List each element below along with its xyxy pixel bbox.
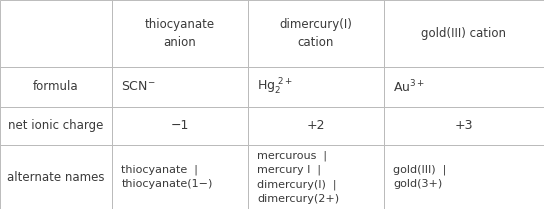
Bar <box>0 0 112 67</box>
Text: thiocyanate
anion: thiocyanate anion <box>145 18 214 49</box>
Bar <box>0 145 112 209</box>
Text: formula: formula <box>33 80 78 93</box>
Text: dimercury(I)
cation: dimercury(I) cation <box>279 18 352 49</box>
Bar <box>384 0 544 67</box>
Bar <box>248 0 384 67</box>
Bar <box>112 0 248 67</box>
Bar <box>384 145 544 209</box>
Bar <box>248 67 384 107</box>
Bar <box>0 107 112 145</box>
Text: SCN$^{-}$: SCN$^{-}$ <box>121 80 156 93</box>
Text: −1: −1 <box>170 119 189 133</box>
Bar <box>112 145 248 209</box>
Text: gold(III)  |
gold(3+): gold(III) | gold(3+) <box>393 165 447 189</box>
Text: +2: +2 <box>306 119 325 133</box>
Bar <box>384 67 544 107</box>
Text: net ionic charge: net ionic charge <box>8 119 103 133</box>
Bar <box>384 107 544 145</box>
Bar <box>0 67 112 107</box>
Bar <box>248 107 384 145</box>
Text: Hg$_2^{\ 2+}$: Hg$_2^{\ 2+}$ <box>257 77 293 97</box>
Text: +3: +3 <box>454 119 473 133</box>
Text: gold(III) cation: gold(III) cation <box>421 27 506 40</box>
Text: mercurous  |
mercury I  |
dimercury(I)  |
dimercury(2+): mercurous | mercury I | dimercury(I) | d… <box>257 150 339 204</box>
Text: thiocyanate  |
thiocyanate(1−): thiocyanate | thiocyanate(1−) <box>121 165 213 189</box>
Text: Au$^{3+}$: Au$^{3+}$ <box>393 78 425 95</box>
Text: alternate names: alternate names <box>7 171 104 184</box>
Bar <box>248 145 384 209</box>
Bar <box>112 67 248 107</box>
Bar <box>112 107 248 145</box>
